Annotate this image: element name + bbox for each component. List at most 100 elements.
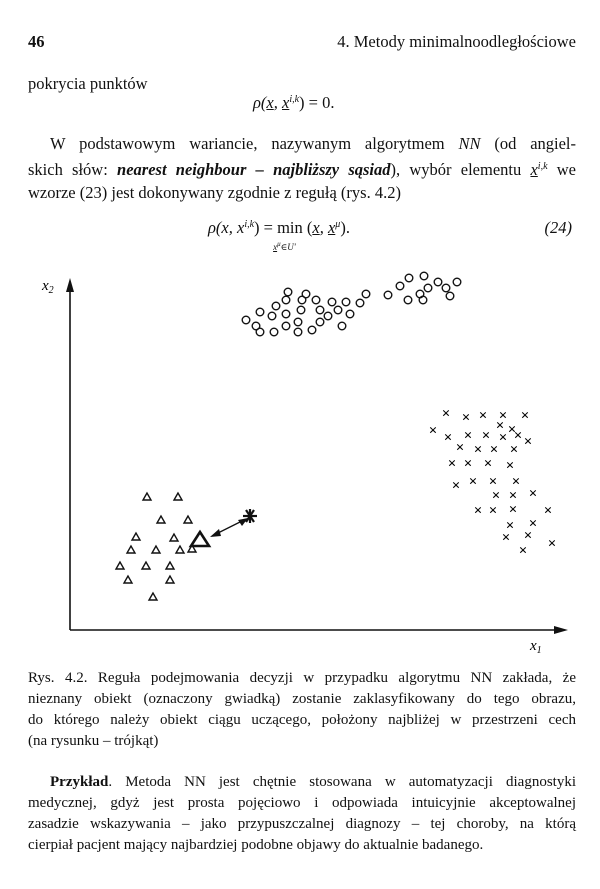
triangle-point <box>130 531 142 541</box>
circle-point <box>281 321 291 331</box>
cross-point: × <box>474 503 483 519</box>
circle-point <box>333 305 343 315</box>
paragraph-var-sup: i,k <box>537 161 548 172</box>
eq23-arg1: x <box>266 93 274 112</box>
cross-point: × <box>489 474 498 490</box>
cross-cluster: × × × × ×× × × × × × ×× ×× × × ×× × × ×× × × ×× × ×× × × ×× ×× × ×× <box>429 406 557 559</box>
circle-point <box>307 325 317 335</box>
eq24-min-sub-mu: μ <box>277 240 281 248</box>
eq24-lhs-sup: i,k <box>244 219 255 230</box>
triangle-point <box>155 514 167 524</box>
example-line-2: medycznej, gdyż jest prosta pojęciowo i … <box>28 795 576 811</box>
cross-point: × <box>452 478 461 494</box>
eq23-arg2: x <box>282 93 290 112</box>
cross-point: × <box>509 502 518 518</box>
circle-point <box>281 309 291 319</box>
paragraph-line-1-b: (od angiel- <box>480 134 577 153</box>
cross-point: × <box>514 428 523 444</box>
eq24-rhs-sup: μ <box>335 219 341 230</box>
paragraph-line-2: skich słów: nearest neighbour – najbliżs… <box>28 155 576 181</box>
eq24-rhs-x: x <box>312 218 320 237</box>
eq24-lhs: ρ(x, x <box>208 218 245 237</box>
cross-point: × <box>456 440 465 456</box>
circle-point <box>403 295 413 305</box>
circle-point <box>361 289 371 299</box>
cross-point: × <box>490 442 499 458</box>
running-head: 4. Metody minimalnoodległościowe <box>337 32 576 51</box>
triangle-point <box>150 544 162 554</box>
cross-point: × <box>506 458 515 474</box>
eq23-sep: , <box>273 93 282 112</box>
circle-point <box>395 281 405 291</box>
circle-point <box>452 277 462 287</box>
page-number: 46 <box>28 32 45 51</box>
eq24-min-op: min xμ∈U' <box>273 218 303 252</box>
circle-point <box>301 289 311 299</box>
cross-point: × <box>464 456 473 472</box>
cross-point: × <box>519 543 528 559</box>
cross-point: × <box>521 408 530 424</box>
triangle-point <box>174 544 186 554</box>
y-axis-label: x2 <box>41 278 54 296</box>
triangle-point <box>147 591 159 601</box>
paragraph-line-3: wzorze (23) jest dokonywany zgodnie z re… <box>28 183 401 202</box>
cross-point: × <box>469 474 478 490</box>
example-paragraph: Przykład. Metoda NN jest chętnie stosowa… <box>28 772 576 856</box>
circle-point <box>323 311 333 321</box>
triangle-point <box>141 491 153 501</box>
cross-point: × <box>529 516 538 532</box>
cross-point: × <box>502 530 511 546</box>
paragraph-line-2-b: ), wybór elementu <box>390 160 531 179</box>
circle-point <box>419 271 429 281</box>
circle-point <box>355 298 365 308</box>
circle-point <box>255 327 265 337</box>
caption-line-2: nieznany obiekt (oznaczony gwiadką) zost… <box>28 691 576 707</box>
circle-point <box>296 305 306 315</box>
cross-point: × <box>508 422 517 438</box>
eq24-rhs-x2: x <box>327 218 336 237</box>
circle-point <box>315 305 325 315</box>
intro-text: pokrycia punktów <box>28 74 148 93</box>
circle-point <box>251 321 261 331</box>
distance-arrow-head-right <box>238 518 248 526</box>
example-label: Przykład <box>50 774 109 790</box>
cross-point: × <box>499 430 508 446</box>
eq24-min: min <box>277 218 303 237</box>
circle-point <box>404 273 414 283</box>
triangle-point <box>164 574 176 584</box>
cross-point: × <box>474 442 483 458</box>
eq23-lhs: ρ( <box>253 93 267 112</box>
circle-point <box>281 295 291 305</box>
page-header: 46 4. Metody minimalnoodległościowe <box>28 32 576 56</box>
eq24-min-sub: xμ∈U' <box>273 235 296 255</box>
cross-point: × <box>444 430 453 446</box>
cross-point: × <box>442 406 451 422</box>
triangle-point <box>186 543 198 553</box>
cross-point: × <box>479 408 488 424</box>
cross-point: × <box>544 503 553 519</box>
circle-point <box>341 297 351 307</box>
triangle-point <box>168 532 180 542</box>
equation-23: ρ(x, xi,k) = 0. <box>253 93 334 113</box>
cross-point: × <box>496 418 505 434</box>
cross-point: × <box>510 442 519 458</box>
eq24-rhs-b: ). <box>340 218 350 237</box>
triangle-point <box>122 574 134 584</box>
caption-line-1: Rys. 4.2. Reguła podejmowania decyzji w … <box>28 670 576 686</box>
cross-point: × <box>492 488 501 504</box>
triangle-point <box>182 514 194 524</box>
circle-point <box>267 311 277 321</box>
circle-point <box>345 309 355 319</box>
cross-point: × <box>529 486 538 502</box>
paragraph-line-1-a: W podstawowym wariancie, nazywanym algor… <box>50 134 459 153</box>
circle-point <box>441 283 451 293</box>
x-axis-arrow <box>554 626 568 634</box>
distance-arrow-head-left <box>210 529 221 537</box>
circle-point <box>283 287 293 297</box>
circle-point <box>418 295 428 305</box>
circle-point <box>327 297 337 307</box>
cross-point: × <box>482 428 491 444</box>
cross-point: × <box>509 488 518 504</box>
circle-point <box>337 321 347 331</box>
figure-4-2: x2 x1 × × × × ×× × × × × × ×× ×× × × ×× × × ×× × × ×× × ×× × × ××… <box>41 271 568 655</box>
